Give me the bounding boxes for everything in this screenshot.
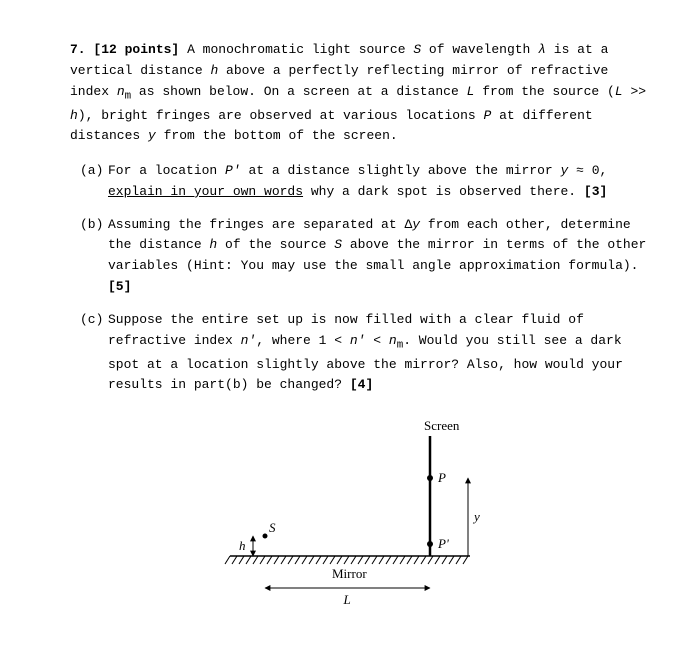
question-intro: 7. [12 points] A monochromatic light sou…: [70, 40, 650, 147]
svg-text:Screen: Screen: [424, 418, 460, 433]
svg-text:P: P: [437, 470, 446, 485]
part-c: (c) Suppose the entire set up is now fil…: [80, 310, 650, 396]
part-b: (b) Assuming the fringes are separated a…: [80, 215, 650, 298]
intro-text: A monochromatic light source S of wavele…: [70, 42, 646, 143]
part-a-label: (a): [80, 161, 108, 203]
points-label: [12 points]: [93, 42, 179, 57]
svg-text:y: y: [472, 509, 480, 524]
part-b-label: (b): [80, 215, 108, 298]
svg-text:L: L: [343, 592, 351, 607]
diagram: Screen P P' y Sh Mirror L: [50, 416, 650, 616]
part-c-body: Suppose the entire set up is now filled …: [108, 310, 650, 396]
question-number: 7.: [70, 42, 86, 57]
svg-text:Mirror: Mirror: [332, 566, 367, 581]
diagram-svg: Screen P P' y Sh Mirror L: [190, 416, 510, 616]
part-c-label: (c): [80, 310, 108, 396]
part-a-body: For a location P' at a distance slightly…: [108, 161, 650, 203]
svg-text:P': P': [437, 536, 449, 551]
part-b-body: Assuming the fringes are separated at Δy…: [108, 215, 650, 298]
parts-list: (a) For a location P' at a distance slig…: [80, 161, 650, 396]
svg-text:S: S: [269, 520, 276, 535]
part-a: (a) For a location P' at a distance slig…: [80, 161, 650, 203]
svg-text:h: h: [239, 538, 246, 553]
